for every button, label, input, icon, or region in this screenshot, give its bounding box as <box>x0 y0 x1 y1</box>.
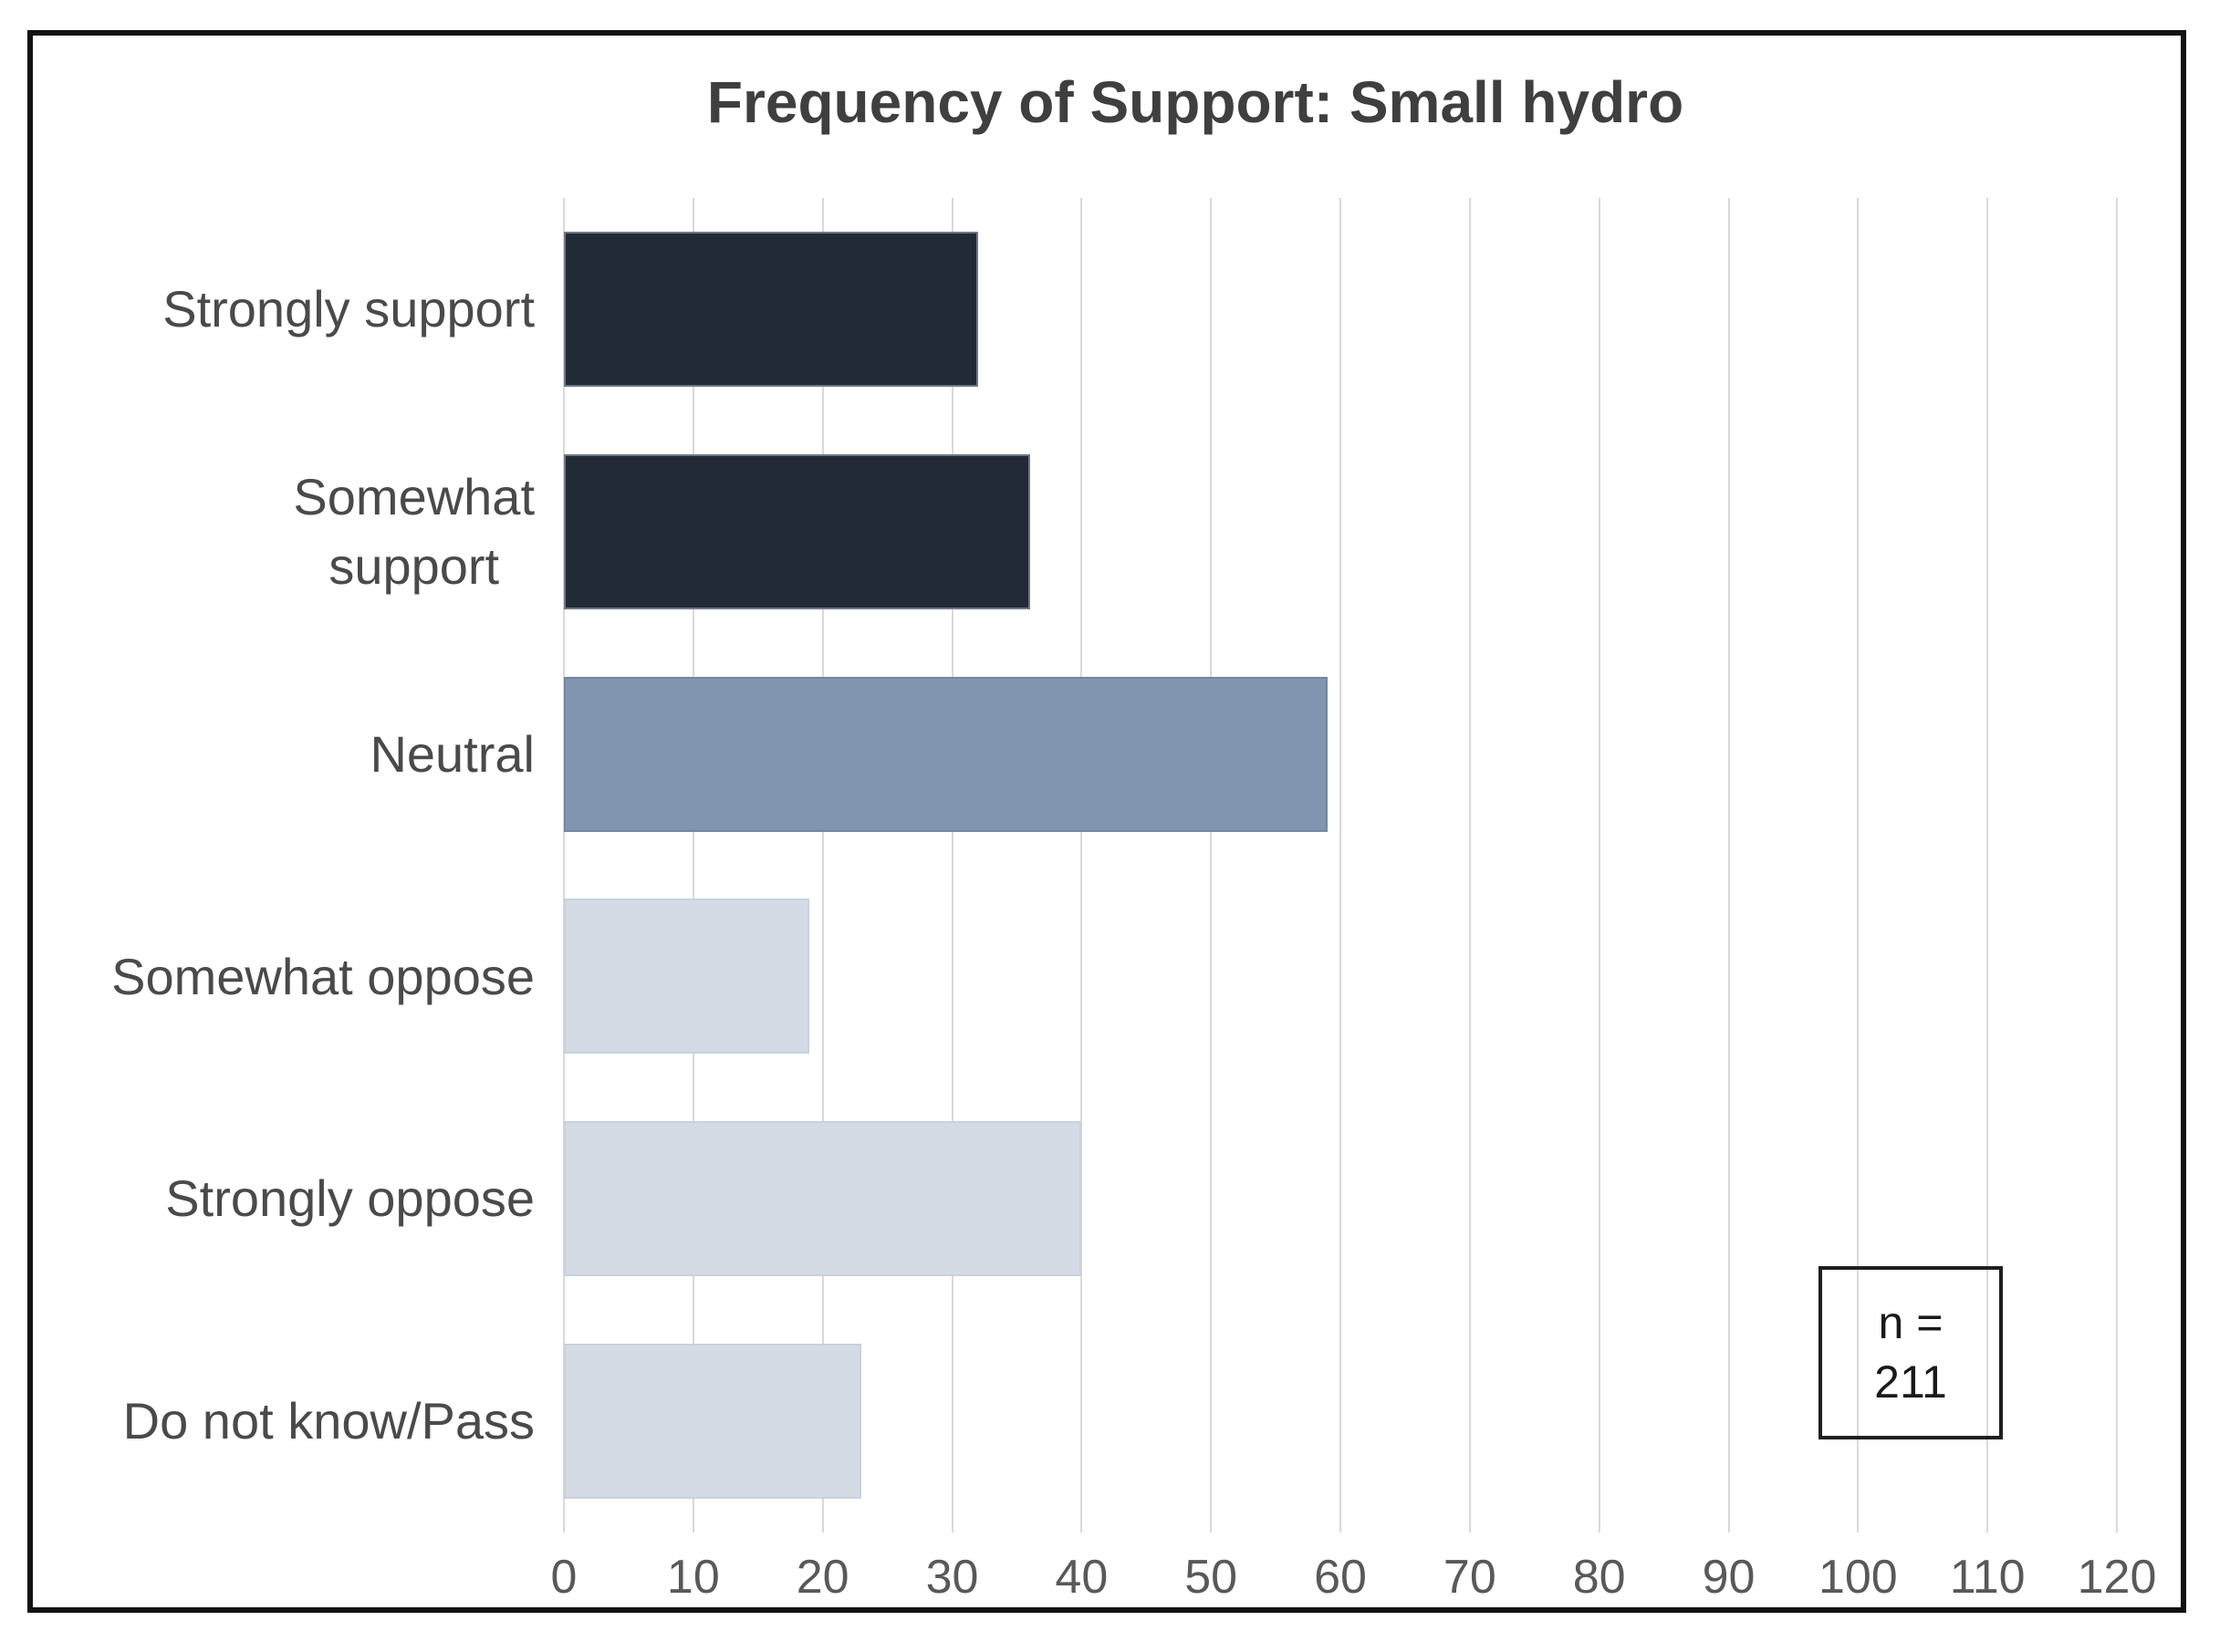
x-tick-label-120: 120 <box>2077 1551 2157 1604</box>
x-tick-label-100: 100 <box>1818 1551 1898 1604</box>
chart-title: Frequency of Support: Small hydro <box>706 69 1684 135</box>
category-label-strongly-oppose: Strongly oppose <box>165 1169 535 1228</box>
bar-neutral <box>564 676 1328 832</box>
x-tick-label-60: 60 <box>1314 1551 1367 1604</box>
gridline-40 <box>1080 198 1083 1533</box>
category-label-neutral: Neutral <box>370 724 535 783</box>
x-tick-label-40: 40 <box>1055 1551 1109 1604</box>
bar-somewhat-oppose <box>564 899 810 1055</box>
plot-area: n = 211 <box>563 198 2118 1533</box>
x-tick-label-50: 50 <box>1184 1551 1238 1604</box>
sample-size-annotation: n = 211 <box>1818 1266 2003 1439</box>
gridline-20 <box>821 198 824 1533</box>
gridline-30 <box>951 198 953 1533</box>
gridline-50 <box>1210 198 1213 1533</box>
x-tick-label-30: 30 <box>925 1551 979 1604</box>
bar-strongly-support <box>564 231 978 387</box>
bar-strongly-oppose <box>564 1121 1082 1277</box>
sample-size-line1: n = <box>1878 1297 1943 1348</box>
x-tick-label-70: 70 <box>1443 1551 1496 1604</box>
category-axis-labels: Strongly support Somewhat support Neutral S… <box>33 198 547 1533</box>
x-tick-label-20: 20 <box>796 1551 849 1604</box>
gridline-10 <box>692 198 694 1533</box>
x-tick-label-90: 90 <box>1702 1551 1756 1604</box>
gridline-120 <box>2116 198 2118 1533</box>
sample-size-line2: 211 <box>1874 1356 1947 1408</box>
gridline-80 <box>1598 198 1600 1533</box>
x-tick-label-0: 0 <box>550 1551 578 1604</box>
gridline-60 <box>1339 198 1341 1533</box>
gridline-90 <box>1727 198 1730 1533</box>
chart-frame: Frequency of Support: Small hydro n = 21… <box>27 30 2186 1613</box>
gridline-0 <box>563 198 565 1533</box>
gridline-70 <box>1468 198 1471 1533</box>
gridline-110 <box>1986 198 1989 1533</box>
category-label-do-not-know-pass: Do not know/Pass <box>122 1392 535 1450</box>
x-tick-label-10: 10 <box>666 1551 720 1604</box>
category-label-strongly-support: Strongly support <box>162 280 535 338</box>
x-axis-tick-labels: 0 10 20 30 40 50 60 70 80 90 100 110 120 <box>551 1543 2157 1604</box>
x-tick-label-110: 110 <box>1949 1551 2026 1604</box>
gridline-100 <box>1857 198 1860 1533</box>
category-label-somewhat-oppose: Somewhat oppose <box>111 947 535 1005</box>
x-tick-label-80: 80 <box>1572 1551 1626 1604</box>
bar-somewhat-support <box>564 453 1030 609</box>
category-label-somewhat-support: Somewhat support <box>293 468 535 595</box>
bar-do-not-know-pass <box>564 1344 862 1500</box>
